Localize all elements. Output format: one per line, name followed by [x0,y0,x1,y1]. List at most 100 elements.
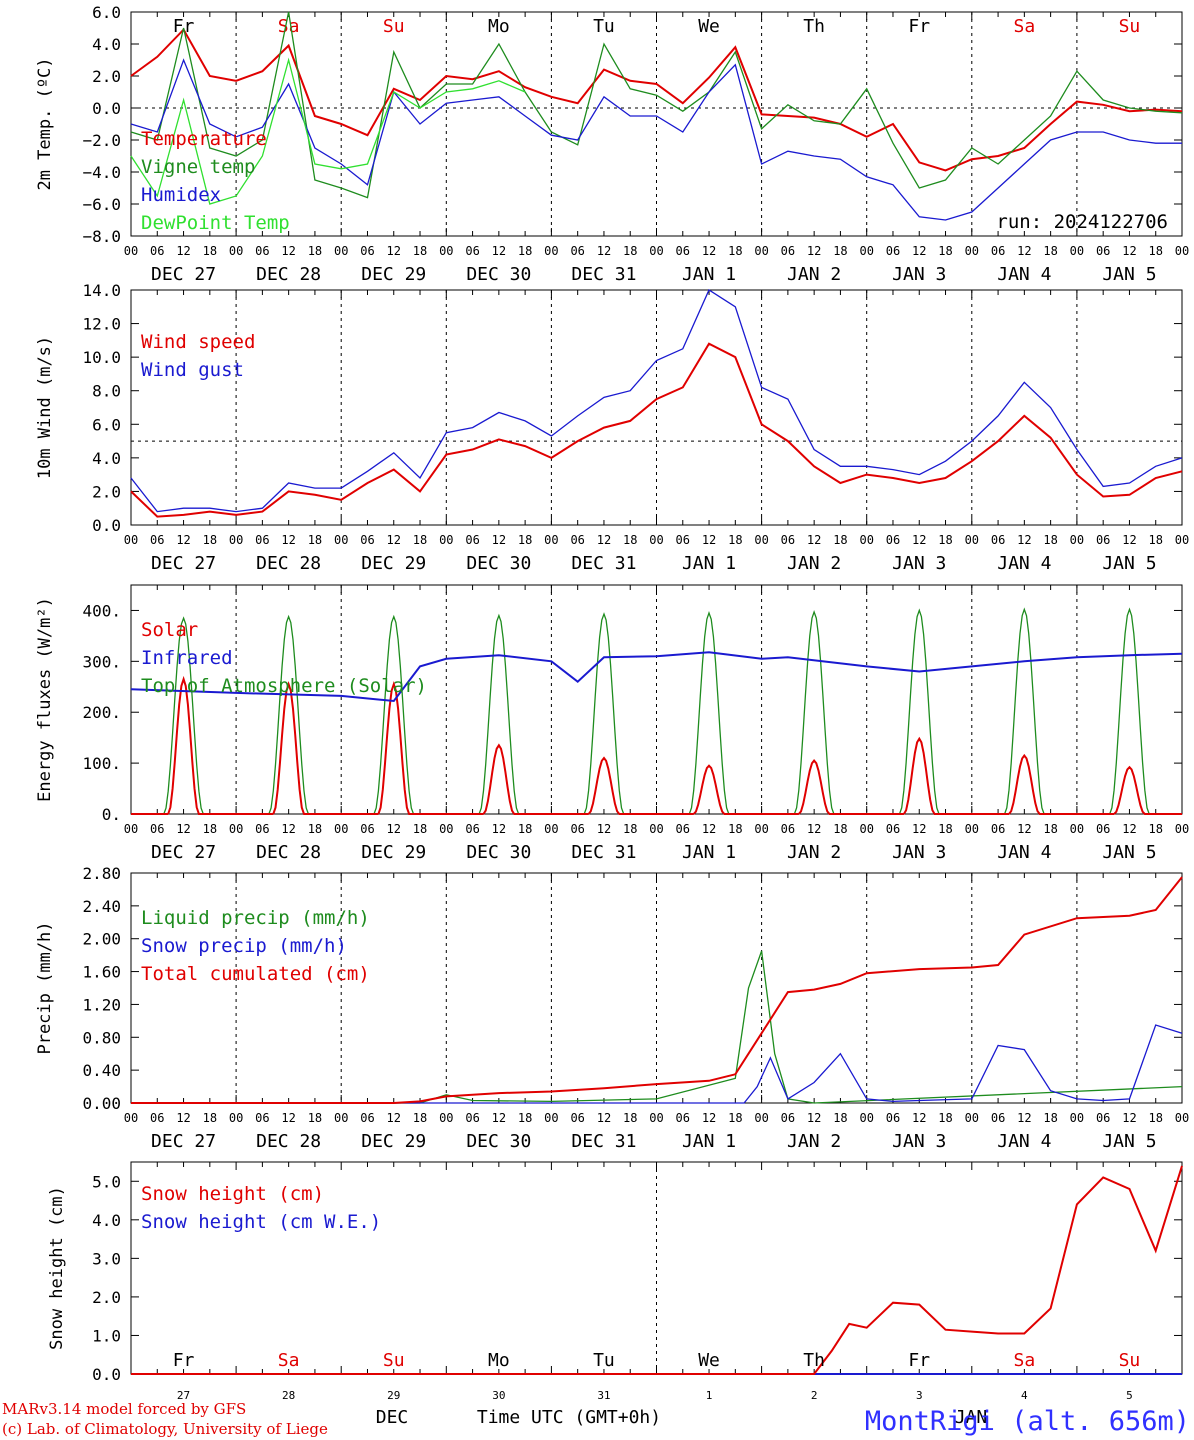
weekday-label: Tu [593,16,615,37]
panel-precip: 2.80 2.40 2.00 1.60 1.20 0.80 0.40 0.00 Precip (… [35,864,1189,1152]
y-tick-label: 5.0 [92,1172,121,1191]
hour-label: 00 [859,244,873,258]
date-label: DEC 31 [571,842,636,863]
hour-label: 12 [912,533,926,547]
hour-label: 18 [1043,1111,1057,1125]
weekday-label: We [698,1350,720,1371]
hour-label: 06 [465,533,479,547]
legend-w1: Wind gust [141,359,244,381]
panel-temperature: 6.0 4.0 2.0 0.0 −2.0 −4.0 −6.0 −8.0 2m Temp. (ºC… [35,3,1189,285]
run-annotation: run: 2024122706 [996,211,1168,233]
hour-label: 12 [807,822,821,836]
date-label: JAN 3 [892,264,946,285]
hour-label: 12 [807,533,821,547]
hour-label: 00 [1175,533,1189,547]
date-label: DEC 29 [361,553,426,574]
hour-label: 00 [229,244,243,258]
hour-label: 06 [150,822,164,836]
hour-label: 06 [886,244,900,258]
y-axis-label: 10m Wind (m/s) [35,336,55,479]
hour-label: 06 [781,822,795,836]
weekday-label: We [698,16,720,37]
series-line [131,1024,1183,1104]
y-tick-label: 400. [82,601,121,620]
legend-t0: Temperature [141,128,267,150]
y-tick-label: 4.0 [92,1211,121,1230]
hour-label: 06 [676,1111,690,1125]
hour-label: 00 [544,244,558,258]
hour-label: 00 [965,244,979,258]
y-tick-label: 2.80 [82,864,121,883]
x-axis-label: Time UTC (GMT+0h) [477,1407,661,1428]
hour-label: 18 [938,1111,952,1125]
hour-label: 12 [492,533,506,547]
y-tick-label: −6.0 [82,195,121,214]
hour-label: 12 [912,1111,926,1125]
series-line [130,342,1183,518]
hour-label: 00 [124,533,138,547]
weekday-label: Sa [278,16,300,37]
hour-label: 06 [886,822,900,836]
date-label: JAN 4 [997,264,1051,285]
hour-label: 18 [833,244,847,258]
legend-e2: Top of Atmosphere (Solar) [141,675,427,697]
legend-p1: Snow precip (mm/h) [141,935,347,957]
y-tick-label: 6.0 [92,415,121,434]
hour-label: 06 [360,1111,374,1125]
hour-label: 00 [334,533,348,547]
hour-label: 00 [544,1111,558,1125]
hour-label: 18 [413,822,427,836]
hour-label: 18 [728,822,742,836]
hour-label: 00 [754,1111,768,1125]
weekday-label: Mo [488,16,510,37]
hour-label: 00 [544,822,558,836]
legend-p0: Liquid precip (mm/h) [141,907,370,929]
date-label: JAN 1 [682,264,736,285]
hour-label: 06 [255,1111,269,1125]
hour-label: 12 [702,1111,716,1125]
hour-label: 12 [597,244,611,258]
hour-label: 06 [1096,244,1110,258]
weekday-label: Mo [488,1350,510,1371]
date-label: JAN 5 [1102,553,1156,574]
hour-label: 18 [833,533,847,547]
hour-label: 06 [255,822,269,836]
weekday-label: Fr [173,1350,195,1371]
hour-label: 12 [1122,822,1136,836]
hour-label: 00 [229,1111,243,1125]
y-axis-label: Energy fluxes (W/m²) [35,597,55,802]
day-number: 5 [1126,1389,1133,1402]
hour-label: 18 [623,533,637,547]
y-tick-label: 4.0 [92,35,121,54]
legend-e1: Infrared [141,647,233,669]
hour-label: 06 [465,822,479,836]
y-tick-label: 0. [102,805,121,824]
hour-label: 18 [413,1111,427,1125]
hour-label: 12 [387,244,401,258]
hour-label: 00 [544,533,558,547]
hour-label: 18 [833,1111,847,1125]
hour-label: 18 [623,822,637,836]
hour-label: 18 [728,244,742,258]
hour-label: 06 [465,244,479,258]
hour-label: 06 [570,244,584,258]
hour-label: 00 [859,533,873,547]
hour-label: 12 [176,1111,190,1125]
hour-label: 18 [1148,244,1162,258]
date-label: DEC 31 [571,1131,636,1152]
y-tick-label: 6.0 [92,3,121,22]
hour-label: 12 [1017,1111,1031,1125]
hour-label: 06 [1096,822,1110,836]
site-label: MontRigi (alt. 656m) [865,1406,1190,1437]
hour-label: 06 [570,822,584,836]
series-line [130,57,526,205]
hour-label: 06 [676,244,690,258]
y-tick-label: 0.80 [82,1028,121,1047]
hour-label: 12 [912,822,926,836]
date-label: DEC 28 [256,1131,321,1152]
hour-label: 00 [1070,244,1084,258]
date-label: DEC 27 [151,553,216,574]
y-tick-label: 8.0 [92,382,121,401]
hour-label: 12 [1017,822,1031,836]
hour-label: 06 [1096,533,1110,547]
